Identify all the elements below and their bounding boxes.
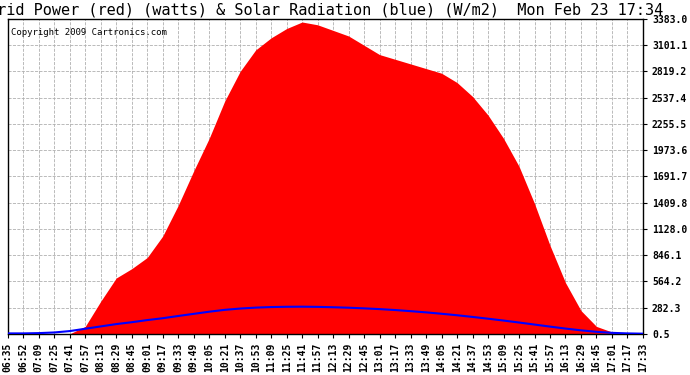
Text: Copyright 2009 Cartronics.com: Copyright 2009 Cartronics.com [11,28,167,38]
Title: Grid Power (red) (watts) & Solar Radiation (blue) (W/m2)  Mon Feb 23 17:34: Grid Power (red) (watts) & Solar Radiati… [0,3,663,18]
